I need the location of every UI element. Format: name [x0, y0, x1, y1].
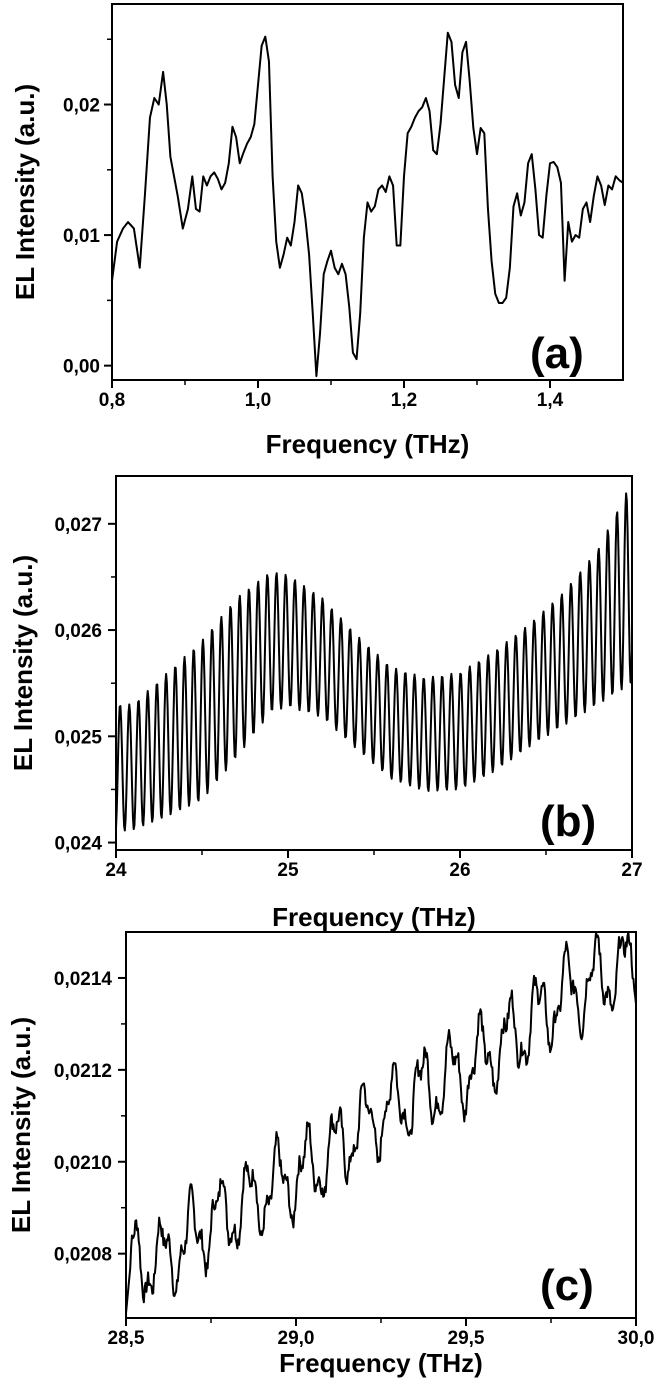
y-tick-label: 0,01: [63, 226, 100, 247]
x-axis-title: Frequency (THz): [279, 1348, 483, 1378]
panel-c: 28,5 29,0 29,5 30,0 0,0208 0,0210 0,0212 0,0214…: [6, 931, 655, 1378]
x-tick-label: 29,0: [278, 1328, 315, 1349]
series-line: [126, 932, 636, 1314]
y-tick-label: 0,0208: [54, 1245, 112, 1266]
x-tick-label: 29,5: [448, 1328, 485, 1349]
y-tick-label: 0,0212: [54, 1061, 112, 1082]
plot-frame: [111, 3, 624, 381]
y-tick-label: 0,026: [54, 621, 102, 642]
series-line: [116, 492, 632, 832]
x-tick-label: 28,5: [108, 1328, 145, 1349]
series-line: [112, 31, 623, 378]
x-tick-label: 1,4: [537, 390, 564, 411]
x-tick-label: 0,8: [99, 390, 125, 411]
x-axis-title: Frequency (THz): [266, 429, 470, 459]
y-tick-label: 0,025: [54, 727, 102, 748]
x-tick-label: 25: [277, 860, 299, 881]
y-axis-title: EL Intensity (a.u.): [10, 84, 40, 300]
panel-label: (a): [530, 329, 584, 378]
y-tick-label: 0,027: [54, 515, 102, 536]
y-tick-label: 0,00: [63, 357, 100, 378]
x-tick-label: 1,0: [245, 390, 271, 411]
x-tick-label: 27: [621, 860, 642, 881]
y-tick-label: 0,0214: [54, 969, 113, 990]
x-axis-title: Frequency (THz): [272, 902, 476, 932]
panel-label: (c): [540, 1261, 594, 1310]
panel-a: 0,8 1,0 1,2 1,4 0,00 0,01 0,02 Frequency (THz) E…: [10, 3, 624, 459]
y-tick-label: 0,02: [63, 96, 100, 117]
y-tick-label: 0,0210: [54, 1153, 112, 1174]
x-tick-label: 24: [105, 860, 127, 881]
x-tick-label: 26: [449, 860, 470, 881]
y-tick-label: 0,024: [54, 834, 102, 855]
x-tick-label: 30,0: [618, 1328, 655, 1349]
y-axis-title: EL Intensity (a.u.): [6, 1017, 36, 1233]
panel-label: (b): [540, 797, 596, 846]
x-tick-label: 1,2: [391, 390, 417, 411]
panel-b: 24 25 26 27 0,024 0,025 0,026 0,027 Frequency (T…: [8, 475, 643, 932]
y-axis-title: EL Intensity (a.u.): [8, 555, 38, 771]
